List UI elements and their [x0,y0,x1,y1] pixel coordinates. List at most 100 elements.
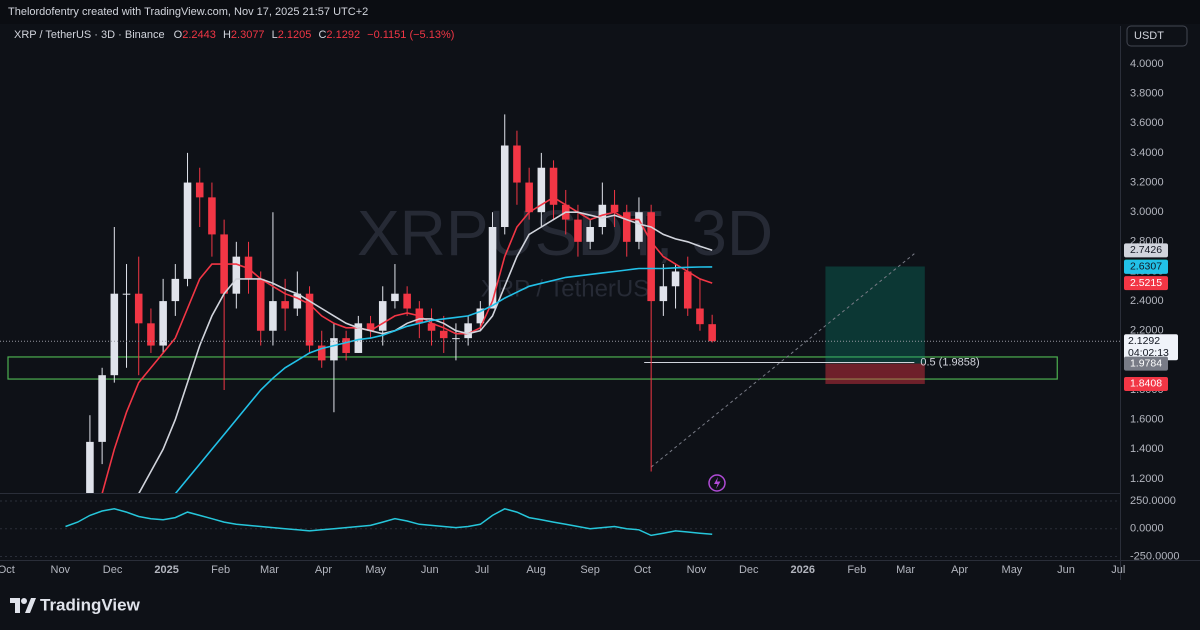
candle-body [134,293,143,324]
position-profit [825,266,925,364]
candle-body [110,293,119,376]
candle-body [464,323,472,339]
x-tick-label: Jul [1111,564,1125,576]
candle-body [305,293,314,346]
osc-tick-label: 250.0000 [1130,495,1176,507]
trend-line [650,253,915,468]
candle-body [647,212,655,302]
candle-body [610,204,619,213]
y-tick-label: 1.2000 [1130,473,1164,485]
candle-body [586,227,594,242]
candle-body [256,278,265,331]
change: −0.1151 (−5.13%) [367,29,454,41]
candle-body [622,212,631,242]
y-tick-label: 2.4000 [1130,295,1164,307]
entry-label: 1.9784 [1130,357,1162,369]
ma-slow-label: 2.7426 [1130,244,1162,256]
moving-average [174,266,713,493]
x-tick-label: May [1002,564,1023,576]
candle-body [159,301,167,346]
candle-body [635,212,643,242]
y-tick-label: 4.0000 [1130,58,1164,70]
position-loss [825,363,925,384]
candle-body [208,197,216,235]
osc-tick-label: -250.0000 [1130,550,1180,562]
y-tick-label: 3.8000 [1130,88,1164,100]
x-tick-label: Nov [687,564,707,576]
candle-body [513,145,521,183]
candle-body [378,301,387,331]
header-bar [0,0,1200,24]
y-tick-label: 1.6000 [1130,414,1164,426]
candle-body [427,323,436,331]
x-tick-label: Dec [103,564,123,576]
fib-label: 0.5 (1.9858) [920,356,979,368]
o-label: O [174,29,183,41]
candle-body [525,182,533,213]
candle-body [183,182,192,279]
candle-body [195,182,204,198]
y-tick-label: 1.4000 [1130,443,1164,455]
candle-body [708,324,716,342]
h-label: H [223,29,231,41]
ma-long-label-box [1124,259,1168,274]
x-tick-label: 2025 [154,564,178,576]
candle-body [574,219,582,242]
logo-dot [21,598,27,604]
l-value: 2.1205 [278,29,312,41]
symbol: XRP / TetherUS · 3D · Binance [14,29,165,41]
candle-body [696,308,704,325]
logo-mark [10,598,20,613]
currency-button[interactable] [1126,25,1188,47]
currency: USDT [1134,30,1164,42]
brand: TradingView [40,595,141,614]
x-tick-label: Feb [211,564,230,576]
support-zone [7,356,1058,380]
axes: Oct Nov Dec 2025 Feb Mar Apr May Jun Jul Aug Sep Oct… [0,58,1180,576]
candle-body [659,286,668,302]
alert-icon[interactable] [708,474,726,492]
last-price-label: 2.1292 [1128,335,1160,347]
candle-body [391,293,399,302]
candle-body [683,271,692,309]
candle-body [330,338,338,361]
legend: XRP / TetherUS · 3D · Binance O2.2443 H2… [14,29,454,41]
plot-area: XRPUSDT, 3D XRP / TetherUS 0.5 (1.9858) [0,114,1120,493]
candle-body [269,301,277,331]
logo-slash [25,598,36,613]
c-label: C [318,29,326,41]
osc-tick-label: 0.0000 [1130,523,1164,535]
candle-body [147,323,155,346]
candle-body [500,145,509,228]
oscillator-pane [0,500,1120,557]
l-label: L [272,29,278,41]
candle-body [439,330,448,339]
y-tick-label: 3.4000 [1130,147,1164,159]
ma-fast-label-box [1124,276,1168,291]
h-value: 2.3077 [231,29,265,41]
alert-bolt [714,477,721,489]
candle-body [171,278,180,302]
candle-body [122,293,131,295]
o-value: 2.2443 [182,29,216,41]
candle-body [342,338,350,353]
y-tick-label: 2.2000 [1130,325,1164,337]
last-price-box [1124,334,1178,361]
y-tick-label: 3.2000 [1130,176,1164,188]
candle-body [354,323,363,353]
ma-slow-label-box [1124,243,1168,258]
brand-logo [10,598,36,613]
x-tick-label: Feb [847,564,866,576]
credit: Thelordofentry created with TradingView.… [8,6,368,18]
c-value: 2.1292 [326,29,360,41]
ma-fast-label: 2.5215 [1130,277,1162,289]
candle-body [98,375,106,442]
candle-body [293,293,302,309]
ma-long-label: 2.6307 [1130,261,1162,273]
alert-circle [708,474,726,492]
x-tick-label: Jun [421,564,439,576]
candle-body [281,301,289,309]
x-tick-label: Apr [315,564,332,576]
